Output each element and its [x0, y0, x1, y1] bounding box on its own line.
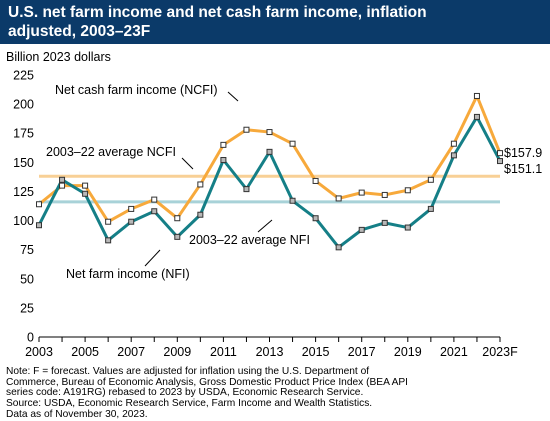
data-point-nfi — [497, 158, 503, 165]
data-point-ncfi — [358, 189, 365, 196]
data-point-ncfi — [36, 201, 42, 208]
y-tick-label: 50 — [20, 272, 34, 286]
data-point-ncfi — [289, 140, 296, 147]
data-point-nfi — [473, 113, 480, 120]
note-line-1: Note: F = forecast. Values are adjusted … — [6, 366, 370, 377]
data-point-ncfi — [312, 177, 319, 184]
data-point-nfi — [243, 186, 250, 193]
note-line-4: Source: USDA, Economic Research Service,… — [6, 398, 373, 410]
y-tick-label: 225 — [13, 69, 34, 83]
data-point-nfi — [427, 205, 434, 212]
data-point-ncfi — [151, 196, 158, 203]
data-point-nfi — [36, 222, 42, 229]
x-tick-label: 2005 — [71, 345, 99, 359]
line-chart: 0 25 50 75 100 125 150 175 200 225 2003 2005 2007 200… — [13, 69, 542, 360]
data-point-ncfi — [427, 176, 434, 183]
y-tick-label: 200 — [13, 98, 34, 112]
x-tick-label: 2013 — [256, 345, 284, 359]
y-tick-label: 100 — [13, 214, 34, 228]
chart-title-line-1: U.S. net farm income and net cash farm i… — [8, 4, 427, 21]
note-line-3: series code: A191RG) rebased to 2023 by … — [6, 387, 364, 399]
data-point-nfi — [450, 152, 457, 159]
data-point-ncfi — [404, 187, 411, 194]
leader-line-ncfi-avg — [181, 157, 194, 170]
reference-label-nfi-avg: 2003–22 average NFI — [189, 233, 310, 247]
chart-title: U.S. net farm income and net cash farm i… — [8, 3, 538, 41]
data-point-ncfi — [450, 140, 457, 147]
leader-line-ncfi — [227, 91, 239, 102]
data-point-nfi — [381, 219, 388, 226]
x-tick-label: 2021 — [440, 345, 468, 359]
reference-label-ncfi-avg: 2003–22 average NCFI — [46, 145, 176, 159]
data-point-ncfi — [220, 141, 227, 148]
data-point-nfi — [266, 148, 273, 155]
data-point-ncfi — [174, 215, 181, 222]
x-tick-label: 2023F — [482, 345, 518, 359]
data-point-nfi — [105, 237, 112, 244]
data-point-ncfi — [243, 126, 250, 133]
data-point-nfi — [197, 211, 204, 218]
data-point-ncfi — [82, 182, 89, 189]
data-point-nfi — [404, 224, 411, 231]
x-tick-label: 2009 — [163, 345, 191, 359]
y-tick-label: 25 — [20, 301, 34, 315]
data-point-ncfi — [105, 218, 112, 225]
data-point-ncfi — [266, 129, 273, 136]
data-point-ncfi — [128, 205, 135, 212]
chart-title-line-2: adjusted, 2003–23F — [8, 23, 151, 40]
data-point-nfi — [174, 233, 181, 240]
data-point-nfi — [59, 176, 66, 183]
leader-line-nfi-avg — [257, 219, 273, 233]
series-label-ncfi: Net cash farm income (NCFI) — [55, 83, 218, 97]
y-tick-label: 75 — [20, 243, 34, 257]
x-tick-label: 2015 — [302, 345, 330, 359]
y-axis-label: Billion 2023 dollars — [6, 50, 111, 64]
end-label-nfi: $151.1 — [504, 162, 542, 176]
data-point-ncfi — [335, 195, 342, 202]
y-tick-label: 125 — [13, 185, 34, 199]
data-point-ncfi — [497, 150, 503, 157]
data-point-nfi — [128, 218, 135, 225]
data-point-nfi — [358, 226, 365, 233]
leader-line-nfi — [144, 249, 161, 267]
series-label-nfi: Net farm income (NFI) — [66, 267, 190, 281]
data-point-ncfi — [473, 92, 480, 99]
title-bar: U.S. net farm income and net cash farm i… — [0, 0, 550, 44]
end-label-ncfi: $157.9 — [504, 146, 542, 160]
note-line-5: Data as of November 30, 2023. — [6, 408, 148, 420]
x-tick-label: 2017 — [348, 345, 376, 359]
x-tick-label: 2011 — [210, 345, 237, 359]
data-point-nfi — [289, 197, 296, 204]
data-point-ncfi — [59, 182, 66, 189]
data-point-ncfi — [381, 191, 388, 198]
note-line-2: Commerce, Bureau of Economic Analysis, G… — [6, 376, 408, 388]
y-tick-label: 0 — [27, 331, 34, 345]
data-point-nfi — [151, 208, 158, 215]
data-point-nfi — [82, 190, 89, 197]
data-point-ncfi — [197, 181, 204, 188]
chart-notes: Note: F = forecast. Values are adjusted … — [6, 366, 546, 421]
data-point-nfi — [312, 215, 319, 222]
data-point-nfi — [220, 157, 227, 164]
x-tick-label: 2003 — [25, 345, 53, 359]
y-tick-label: 175 — [13, 127, 34, 141]
x-tick-label: 2007 — [117, 345, 145, 359]
y-tick-label: 150 — [13, 156, 34, 170]
data-point-nfi — [335, 244, 342, 251]
x-tick-label: 2019 — [394, 345, 422, 359]
